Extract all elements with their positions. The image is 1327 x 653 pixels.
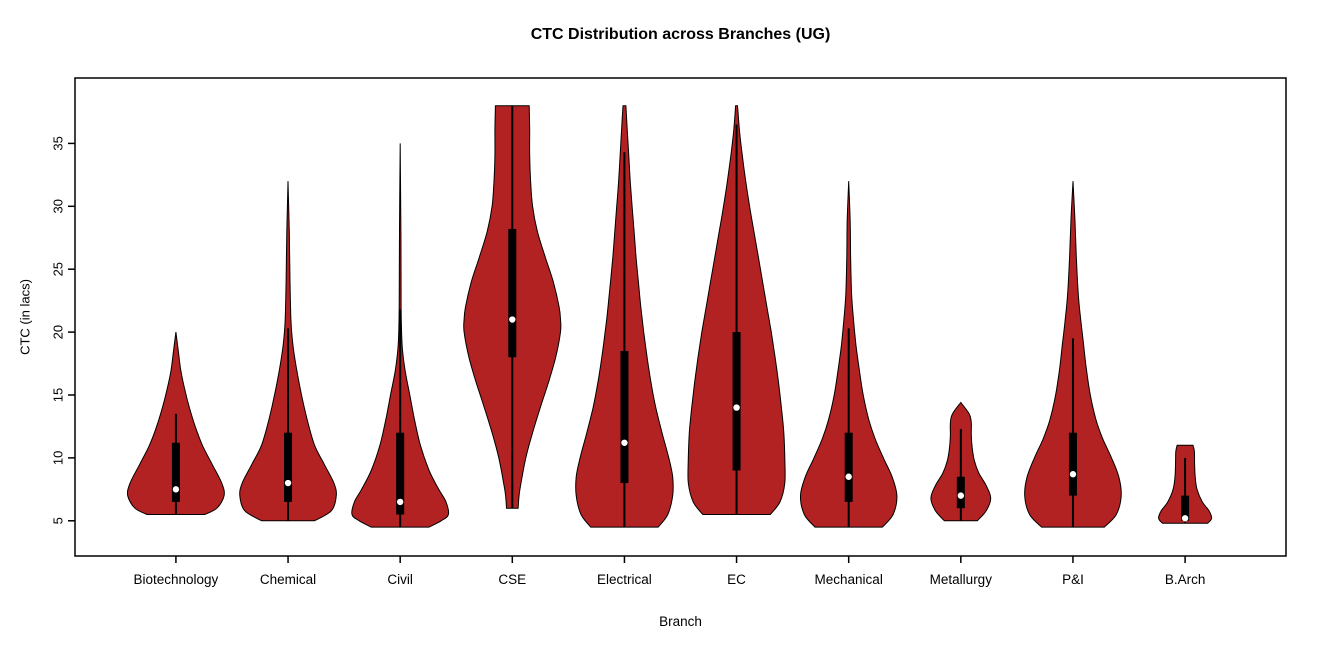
median-dot-P&I — [1069, 471, 1077, 478]
iqr-box-EC — [732, 332, 741, 471]
y-tick-label: 20 — [50, 325, 65, 339]
plot-border — [74, 77, 1287, 557]
iqr-box-Civil — [396, 432, 405, 515]
y-tick-label: 5 — [50, 517, 65, 524]
median-dot-Biotechnology — [172, 486, 180, 493]
iqr-box-Electrical — [620, 350, 629, 484]
median-dot-Chemical — [284, 479, 292, 487]
chart-title: CTC Distribution across Branches (UG) — [530, 26, 831, 43]
x-tick-label: Chemical — [260, 572, 316, 587]
x-tick-label: B.Arch — [1165, 572, 1206, 587]
x-tick-label: Civil — [387, 572, 413, 587]
median-dot-Metallurgy — [957, 492, 965, 499]
x-tick-label: CSE — [498, 572, 526, 587]
y-tick-label: 25 — [50, 262, 65, 276]
y-tick-label: 10 — [50, 451, 65, 465]
y-tick-label: 35 — [50, 136, 65, 150]
x-tick-label: EC — [727, 572, 746, 587]
x-tick-label: Biotechnology — [134, 572, 219, 587]
median-dot-Civil — [396, 498, 404, 506]
x-tick-label: Mechanical — [815, 572, 883, 587]
iqr-box-Chemical — [284, 432, 293, 502]
median-dot-Electrical — [621, 439, 628, 446]
median-dot-CSE — [509, 316, 516, 323]
x-tick-label: P&I — [1062, 572, 1084, 587]
iqr-box-Biotechnology — [171, 442, 180, 502]
y-tick-label: 15 — [50, 388, 65, 402]
x-tick-label: Metallurgy — [930, 572, 993, 587]
iqr-box-CSE — [508, 228, 517, 358]
x-axis-title: Branch — [659, 614, 702, 629]
median-dot-B.Arch — [1181, 515, 1189, 522]
x-tick-label: Electrical — [597, 572, 652, 587]
median-dot-EC — [733, 404, 740, 411]
iqr-box-Mechanical — [844, 432, 853, 502]
iqr-box-P&I — [1068, 432, 1077, 496]
median-dot-Mechanical — [845, 473, 852, 480]
iqr-box-B.Arch — [1181, 495, 1190, 521]
y-tick-label: 30 — [50, 199, 65, 213]
